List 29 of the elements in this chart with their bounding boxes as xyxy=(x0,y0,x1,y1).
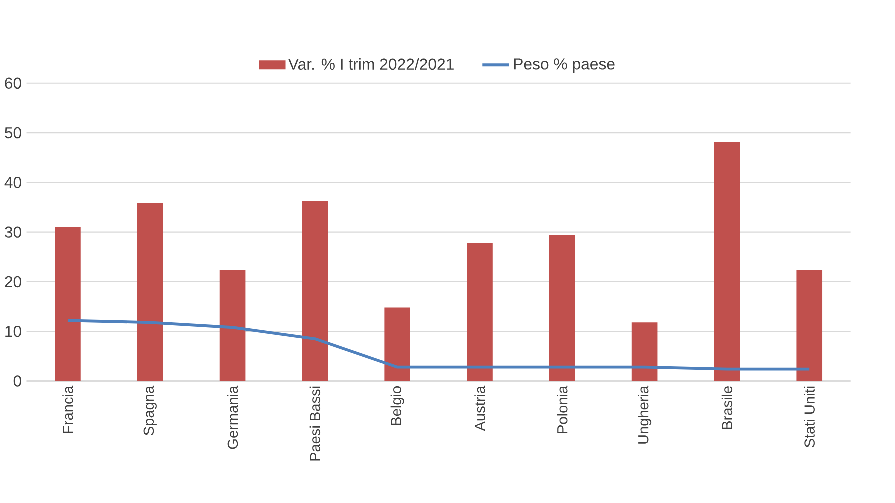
y-tick-label: 60 xyxy=(5,78,22,89)
x-tick-label: Paesi Bassi xyxy=(310,386,321,461)
y-tick-label: 40 xyxy=(4,176,22,188)
bar xyxy=(384,308,410,382)
bar xyxy=(220,270,246,382)
bar xyxy=(796,270,823,382)
x-tick-label: Austria xyxy=(474,386,486,432)
x-tick-label: Polonia xyxy=(557,386,568,434)
legend-label: Var. % I trim 2022/2021 xyxy=(288,58,454,70)
x-tick-label: Spagna xyxy=(144,386,157,436)
bar xyxy=(467,243,493,382)
bar xyxy=(137,203,164,382)
x-tick-label: Belgio xyxy=(390,386,404,426)
y-tick-label: 0 xyxy=(14,375,22,387)
x-tick-label: Germania xyxy=(227,386,238,449)
x-tick-label: Stati Uniti xyxy=(804,386,815,448)
bar xyxy=(714,142,740,382)
bar xyxy=(632,322,658,382)
bar xyxy=(549,235,576,382)
bar xyxy=(302,201,328,382)
y-tick-label: 30 xyxy=(5,226,22,238)
bar xyxy=(55,227,81,382)
x-tick-label: Ungheria xyxy=(638,386,652,444)
x-tick-label: Francia xyxy=(62,386,74,434)
y-tick-label: 20 xyxy=(5,276,22,288)
x-tick-label: Brasile xyxy=(722,386,733,430)
y-tick-label: 10 xyxy=(6,326,22,338)
y-tick-label: 50 xyxy=(5,127,22,138)
legend-label: Peso % paese xyxy=(514,58,615,73)
